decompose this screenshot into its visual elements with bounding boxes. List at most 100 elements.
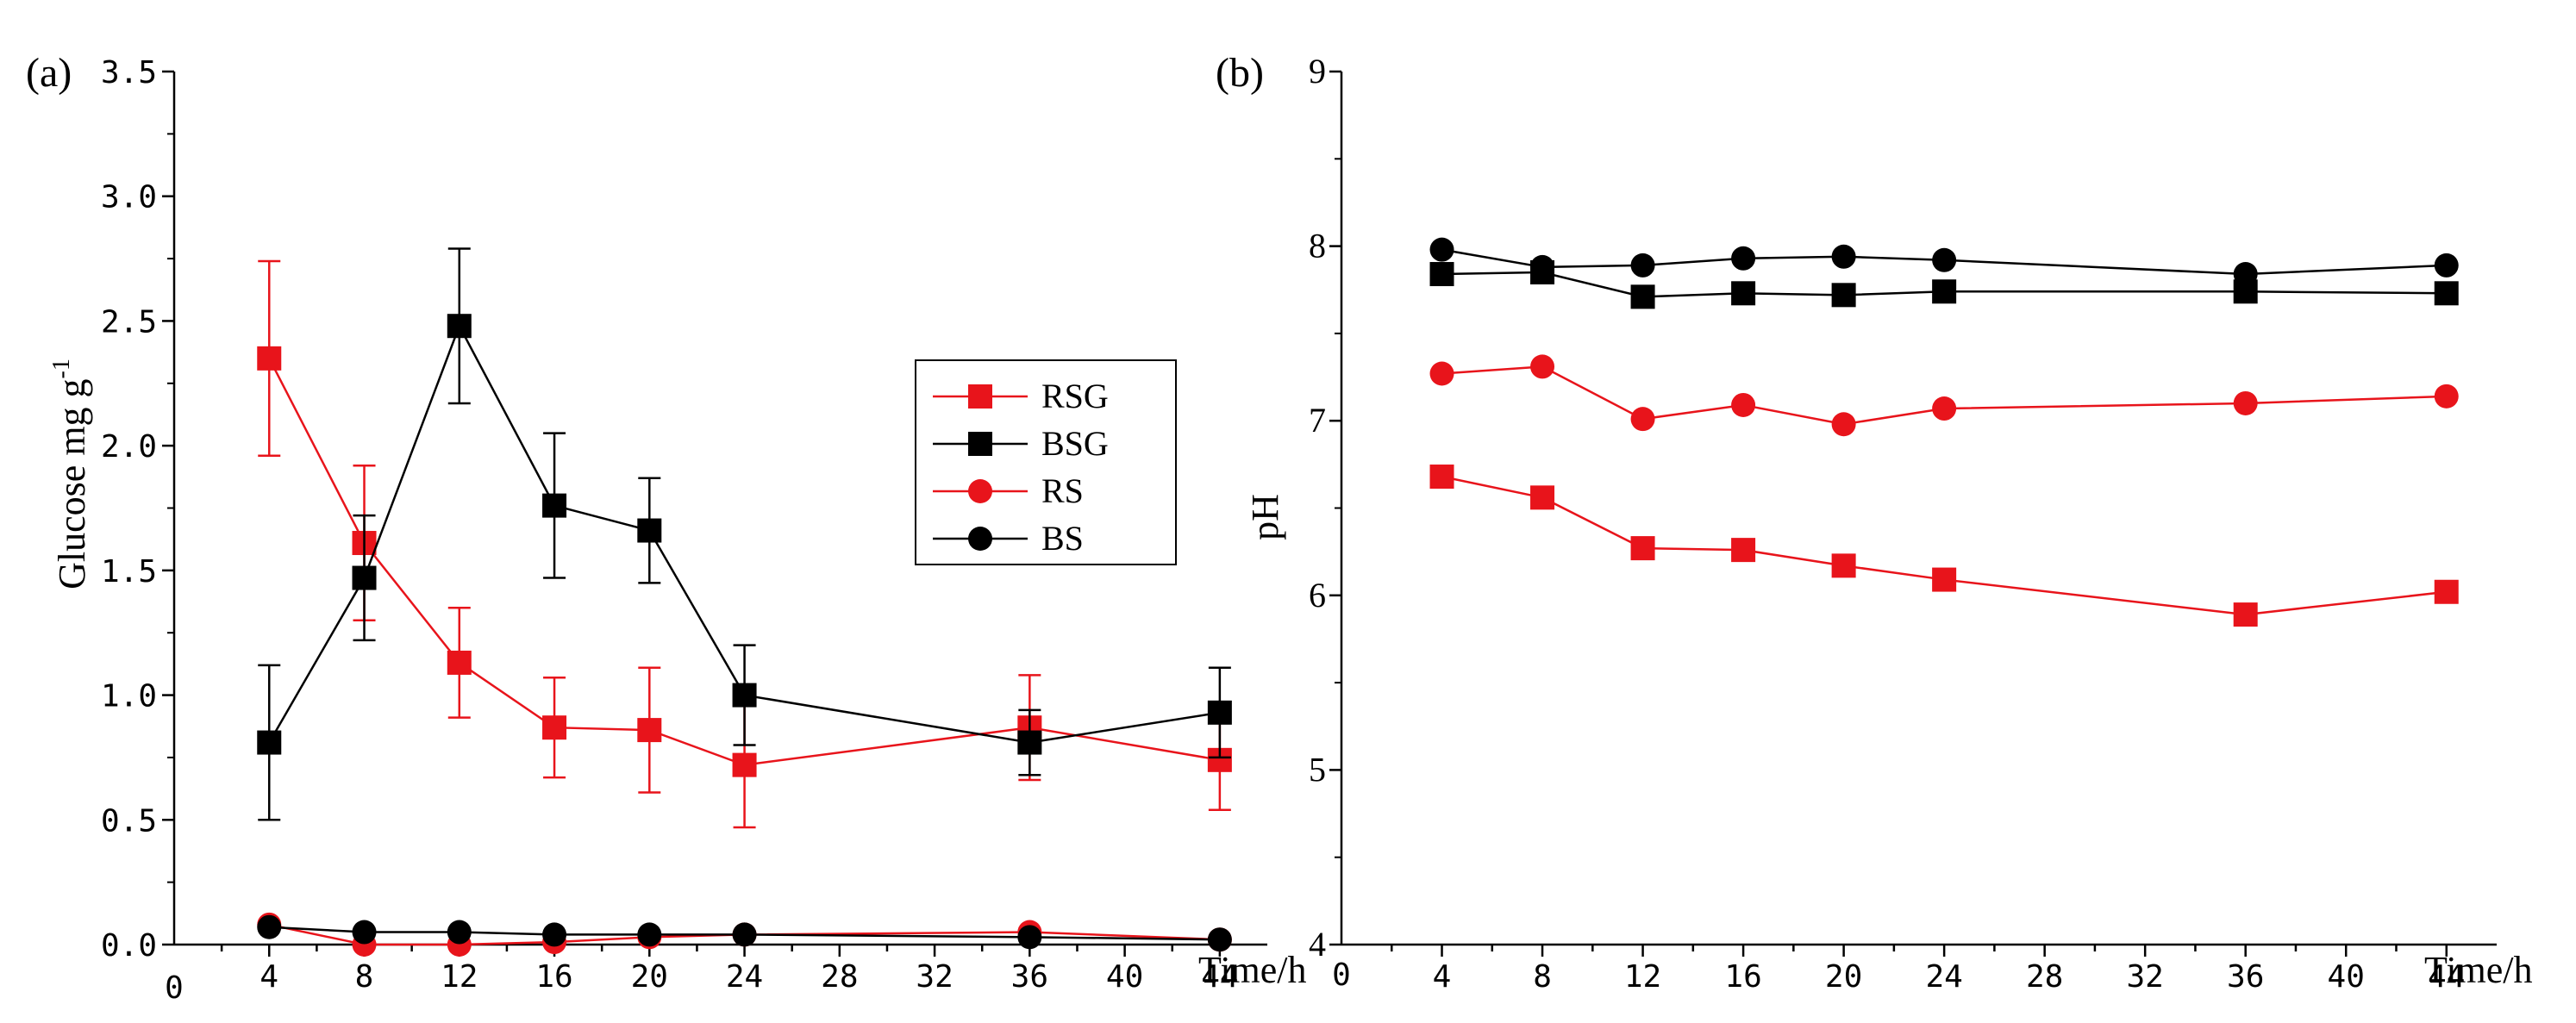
panel-b-series-bs-point xyxy=(1731,246,1756,271)
legend-item-rs: RS xyxy=(933,471,1084,510)
panel-a-x-tick-label: 28 xyxy=(821,959,858,995)
panel-b-series-rs-line xyxy=(1441,365,2447,426)
legend-label: RSG xyxy=(1041,377,1109,415)
panel-a-y-tick-label: 0.0 xyxy=(101,928,157,964)
panel-b-x-tick-label: 44 xyxy=(2428,959,2465,995)
panel-a-glucose-chart: (a) Glucose mg g-1 0.0 0.5 1.0 1.5 2.0 2.5 3.0… xyxy=(26,50,1307,1006)
legend-marker xyxy=(968,384,992,409)
legend-marker xyxy=(968,479,992,503)
panel-a-y-axis-superscript: -1 xyxy=(48,359,75,378)
panel-a-y-axis-title: Glucose mg g-1 xyxy=(48,359,93,589)
panel-b-y-tick-label: 8 xyxy=(1309,227,1326,265)
panel-a-series-rsg-point xyxy=(447,650,472,675)
panel-a-x-tick-label: 36 xyxy=(1011,959,1048,995)
panel-b-series-rs-point xyxy=(1530,354,1555,379)
panel-b-series-rs-point xyxy=(2434,384,2459,409)
panel-a-series-layer xyxy=(257,247,1232,957)
panel-b-series-bs-point xyxy=(1429,237,1454,262)
panel-b-series-rs-point xyxy=(1831,412,1856,437)
panel-b-series-bsg-point xyxy=(1630,284,1655,309)
panel-a-series-bsg-point xyxy=(1017,730,1042,755)
panel-b-series-bs-line xyxy=(1441,248,2447,276)
panel-b-series-bsg-line xyxy=(1441,271,2447,298)
panel-a-series-bsg-point xyxy=(257,730,282,755)
panel-b-series-rsg-point xyxy=(2233,602,2258,627)
panel-a-x-ticks: 4 8 12 16 20 24 28 32 36 40 44 xyxy=(220,945,1239,995)
panel-a-x-tick-label: 20 xyxy=(631,959,668,995)
panel-b-series-rs-point xyxy=(1731,392,1756,417)
panel-a-x-tick-label: 16 xyxy=(535,959,572,995)
panel-a-y-tick-label: 2.5 xyxy=(101,304,157,340)
panel-b-series-bs-point xyxy=(1932,247,1957,272)
panel-b-series-rsg-point xyxy=(1831,553,1856,578)
panel-b-series-rs-point xyxy=(1429,361,1454,386)
panel-b-x-tick-label: 24 xyxy=(1925,959,1962,995)
panel-a-y-tick-label: 3.0 xyxy=(101,180,157,215)
panel-a-series-bs-point xyxy=(1017,925,1042,950)
panel-a-series-rsg-point xyxy=(637,718,662,743)
panel-a-x-origin-label: 0 xyxy=(165,970,184,1006)
legend-item-rsg: RSG xyxy=(933,377,1109,415)
panel-a-x-tick-label: 32 xyxy=(916,959,953,995)
panel-b-x-tick-label: 40 xyxy=(2328,959,2365,995)
panel-b-x-ticks: 4 8 12 16 20 24 28 32 36 40 44 xyxy=(1391,945,2465,995)
panel-a-series-bs xyxy=(257,914,1232,952)
panel-a-series-bsg-point xyxy=(447,314,472,339)
panel-b-series-bsg-point xyxy=(1429,262,1454,287)
panel-b-series-rs-point xyxy=(1630,407,1655,432)
panel-a-y-ticks: 0.0 0.5 1.0 1.5 2.0 2.5 3.0 3.5 xyxy=(101,55,174,964)
panel-a-series-bs-point xyxy=(542,922,567,947)
panel-b-series-rs-point xyxy=(2233,390,2258,415)
panel-b-series-rsg xyxy=(1429,465,2459,627)
panel-a-y-axis-label: Glucose mg g xyxy=(51,378,93,589)
panel-a-series-bsg-line xyxy=(268,323,1221,744)
panel-a-x-tick-label: 4 xyxy=(259,959,278,995)
legend-label: RS xyxy=(1041,471,1084,510)
panel-a-series-bs-line xyxy=(269,926,1220,941)
panel-b-series-bsg-point xyxy=(1932,279,1957,304)
panel-b-series-rsg-point xyxy=(1429,465,1454,490)
svg-text:Glucose mg g-1: Glucose mg g-1 xyxy=(48,359,93,589)
panel-a-series-bs-point xyxy=(257,914,282,939)
panel-a-series-bsg-point xyxy=(1207,700,1232,725)
panel-b-x-tick-label: 32 xyxy=(2126,959,2163,995)
panel-b-y-tick-label: 9 xyxy=(1309,52,1326,90)
panel-b-label: (b) xyxy=(1216,50,1264,96)
panel-a-legend: RSG BSG RS BS xyxy=(915,359,1177,565)
panel-b-series-bs-point xyxy=(1831,244,1856,269)
panel-a-series-bsg-point xyxy=(637,518,662,543)
panel-b-series-rsg-point xyxy=(1630,536,1655,561)
panel-b-series-bs-point xyxy=(2434,253,2459,278)
panel-b-x-tick-label: 12 xyxy=(1624,959,1661,995)
panel-b-series-bsg-point xyxy=(1831,283,1856,308)
panel-a-x-tick-label: 44 xyxy=(1201,959,1238,995)
panel-b-x-tick-label: 8 xyxy=(1533,959,1552,995)
panel-b-series-rsg-point xyxy=(1530,485,1555,510)
panel-a-series-bs-point xyxy=(732,922,757,947)
panel-b-series-rsg-line xyxy=(1441,475,2447,616)
panel-b-x-tick-label: 20 xyxy=(1825,959,1862,995)
panel-b-series-rs-point xyxy=(1932,396,1957,421)
panel-a-x-axis-label: Time/h xyxy=(1198,949,1307,991)
panel-a-series-bs-point xyxy=(637,922,662,947)
panel-b-x-origin-label: 0 xyxy=(1332,958,1351,993)
panel-b-y-tick-label: 5 xyxy=(1309,750,1326,789)
legend-label: BSG xyxy=(1041,424,1109,463)
panel-a-series-rsg-point xyxy=(732,752,757,777)
panel-a-series-rsg-point xyxy=(542,715,567,740)
panel-a-x-tick-label: 40 xyxy=(1106,959,1143,995)
panel-b-series-bsg-point xyxy=(1731,281,1756,306)
panel-b-series-rsg-point xyxy=(1731,538,1756,563)
panel-a-y-tick-label: 1.0 xyxy=(101,679,157,714)
panel-b-series-layer xyxy=(1429,237,2459,627)
panel-a-series-rsg xyxy=(257,259,1232,829)
panel-b-x-tick-label: 36 xyxy=(2227,959,2264,995)
panel-b-x-tick-label: 4 xyxy=(1433,959,1452,995)
panel-b-y-ticks: 4 5 6 7 8 9 xyxy=(1309,52,1341,964)
panel-a-series-rsg-point xyxy=(257,346,282,371)
legend-item-bs: BS xyxy=(933,519,1084,558)
panel-b-series-bs-point xyxy=(1630,253,1655,278)
legend-item-bsg: BSG xyxy=(933,424,1109,463)
panel-a-series-bsg-point xyxy=(542,493,567,518)
